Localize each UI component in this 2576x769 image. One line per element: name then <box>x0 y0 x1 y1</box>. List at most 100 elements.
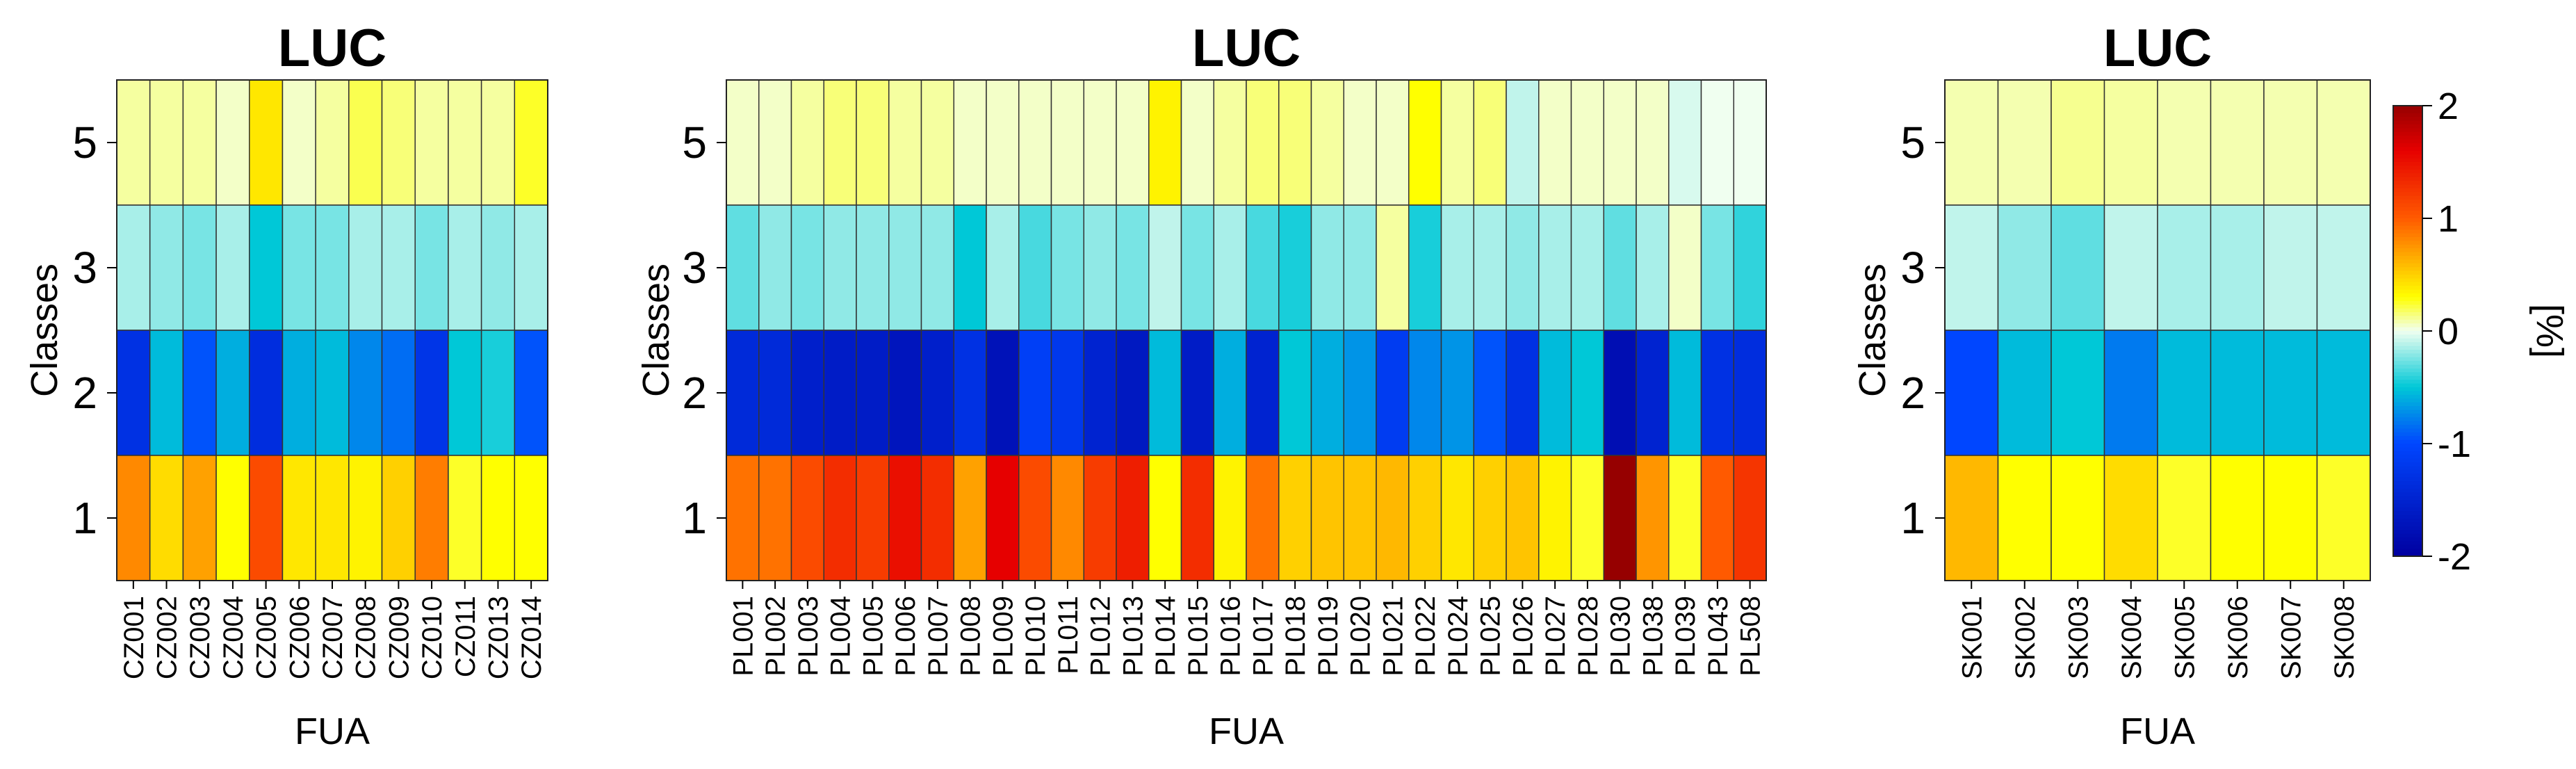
x-tick-label: PL007 <box>923 596 954 677</box>
heatmap-cell <box>1944 204 1999 331</box>
heatmap-cell <box>1944 79 1999 206</box>
heatmap-cell <box>448 204 482 331</box>
heatmap-cell <box>1440 79 1474 206</box>
heatmap-cell <box>1408 79 1442 206</box>
heatmap-cell <box>1668 330 1702 456</box>
x-tick-label: PL026 <box>1508 596 1538 677</box>
heatmap-cell <box>1473 79 1507 206</box>
colorbar-segment <box>2393 417 2422 422</box>
x-tick-label: PL039 <box>1670 596 1701 677</box>
colorbar-segment <box>2393 150 2422 155</box>
heatmap-cell <box>2210 455 2265 581</box>
heatmap-cell <box>1997 455 2052 581</box>
colorbar-segment <box>2393 109 2422 114</box>
colorbar-segment <box>2393 297 2422 302</box>
x-tick-label: PL002 <box>760 596 791 677</box>
colorbar-segment <box>2393 496 2422 501</box>
heatmap-cell <box>1376 330 1410 456</box>
heatmap-cell <box>1148 79 1182 206</box>
heatmap-cell <box>758 455 792 581</box>
heatmap-cell <box>1506 79 1540 206</box>
colorbar-segment <box>2393 278 2422 283</box>
y-axis-label: Classes <box>1852 264 1893 397</box>
heatmap-cell <box>182 455 217 581</box>
heatmap-cell <box>1700 330 1734 456</box>
heatmap-cell <box>1636 330 1670 456</box>
x-tick-label: PL004 <box>826 596 856 677</box>
heatmap-cell <box>1944 330 1999 456</box>
heatmap-cell <box>1116 330 1150 456</box>
colorbar-segment <box>2393 275 2422 279</box>
x-tick-label: SK004 <box>2117 596 2147 679</box>
x-axis-label: FUA <box>1209 711 1284 752</box>
heatmap-cell <box>1440 330 1474 456</box>
heatmap-cell <box>953 79 987 206</box>
heatmap-cell <box>249 330 284 456</box>
heatmap-cell <box>1213 455 1247 581</box>
heatmap-cell <box>149 330 184 456</box>
y-axis-label: Classes <box>635 264 677 397</box>
y-tick-label: 1 <box>682 493 707 543</box>
colorbar-segment <box>2393 492 2422 497</box>
heatmap-cell <box>2263 330 2318 456</box>
x-tick-label: PL030 <box>1606 596 1636 677</box>
colorbar-segment <box>2393 184 2422 189</box>
plot-frame <box>726 79 1767 581</box>
colorbar-segment <box>2393 346 2422 350</box>
x-tick-label: SK002 <box>2010 596 2041 679</box>
heatmap-cell <box>856 204 890 331</box>
colorbar-segment <box>2393 327 2422 332</box>
colorbar-tick-label: -1 <box>2438 423 2471 465</box>
colorbar-segment <box>2393 342 2422 347</box>
x-tick-label: PL024 <box>1443 596 1474 677</box>
heatmap-cell <box>1180 79 1214 206</box>
heatmap-cell <box>888 79 922 206</box>
colorbar-segment <box>2393 451 2422 455</box>
heatmap-cell <box>1083 79 1117 206</box>
heatmap-cell <box>2157 79 2212 206</box>
heatmap-cell <box>726 204 760 331</box>
heatmap-cell <box>448 330 482 456</box>
colorbar-segment <box>2393 143 2422 147</box>
y-axis-label: Classes <box>24 264 65 397</box>
x-tick-label: PL022 <box>1410 596 1441 677</box>
heatmap-cell <box>149 79 184 206</box>
heatmap-cell <box>986 455 1020 581</box>
heatmap-cell <box>920 330 954 456</box>
colorbar-segment <box>2393 305 2422 309</box>
heatmap-cell <box>1733 455 1767 581</box>
panel-title: LUC <box>278 19 386 78</box>
heatmap-cell <box>182 204 217 331</box>
x-tick-label: PL014 <box>1150 596 1181 677</box>
heatmap-cell <box>888 204 922 331</box>
x-tick-label: SK007 <box>2276 596 2306 679</box>
heatmap-cell <box>1343 79 1377 206</box>
heatmap-cell <box>888 330 922 456</box>
heatmap-cell <box>726 455 760 581</box>
heatmap-cell <box>1997 204 2052 331</box>
colorbar-segment <box>2393 458 2422 463</box>
heatmap-cell <box>1538 204 1572 331</box>
heatmap-cell <box>2263 79 2318 206</box>
heatmap-cell <box>1116 204 1150 331</box>
heatmap-cell <box>315 79 350 206</box>
heatmap-cell <box>2316 330 2371 456</box>
heatmap-cell <box>1997 79 2052 206</box>
heatmap-cell <box>1668 204 1702 331</box>
colorbar-segment <box>2393 522 2422 527</box>
heatmap-cell <box>1408 330 1442 456</box>
heatmap-cell <box>920 204 954 331</box>
x-tick-label: PL025 <box>1476 596 1506 677</box>
colorbar-segment <box>2393 413 2422 418</box>
x-tick-label: PL006 <box>890 596 921 677</box>
heatmap-cell <box>1944 455 1999 581</box>
heatmap-cell <box>1570 204 1604 331</box>
heatmap-cell <box>282 330 316 456</box>
colorbar-segment <box>2393 398 2422 403</box>
heatmap-cell <box>414 455 449 581</box>
y-tick-label: 5 <box>72 118 97 168</box>
heatmap-cell <box>1473 455 1507 581</box>
colorbar-segment <box>2393 158 2422 163</box>
heatmap-cell <box>2103 79 2158 206</box>
